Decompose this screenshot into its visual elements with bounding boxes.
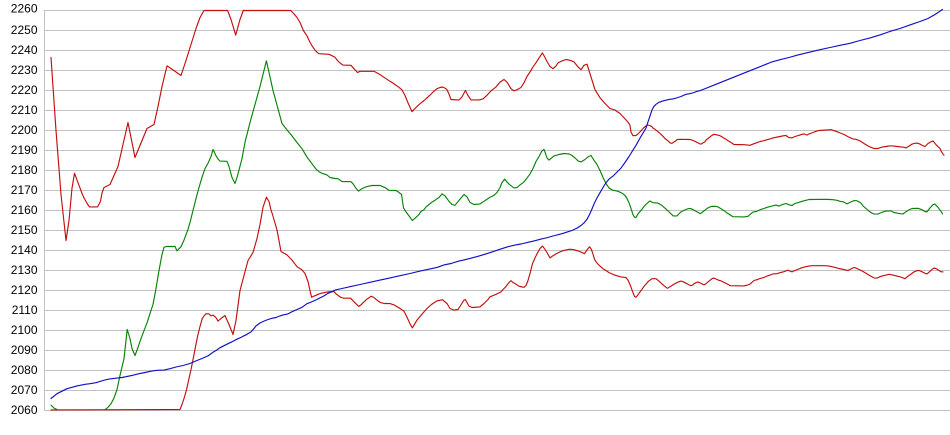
- svg-text:2170: 2170: [11, 183, 38, 197]
- svg-text:2220: 2220: [11, 83, 38, 97]
- svg-text:2200: 2200: [11, 123, 38, 137]
- svg-text:2250: 2250: [11, 23, 38, 37]
- svg-text:2120: 2120: [11, 283, 38, 297]
- svg-text:2130: 2130: [11, 263, 38, 277]
- svg-text:2240: 2240: [11, 43, 38, 57]
- svg-text:2080: 2080: [11, 363, 38, 377]
- svg-text:2070: 2070: [11, 383, 38, 397]
- svg-text:2110: 2110: [12, 303, 38, 317]
- svg-text:2260: 2260: [11, 1, 38, 15]
- svg-text:2180: 2180: [11, 163, 38, 177]
- svg-text:2150: 2150: [11, 223, 38, 237]
- svg-text:2140: 2140: [11, 243, 38, 257]
- svg-text:2190: 2190: [11, 143, 38, 157]
- svg-text:2160: 2160: [11, 203, 38, 217]
- svg-text:2210: 2210: [11, 103, 38, 117]
- svg-text:2230: 2230: [11, 63, 38, 77]
- svg-text:2060: 2060: [11, 403, 38, 417]
- svg-text:2100: 2100: [11, 323, 38, 337]
- svg-text:2090: 2090: [11, 343, 38, 357]
